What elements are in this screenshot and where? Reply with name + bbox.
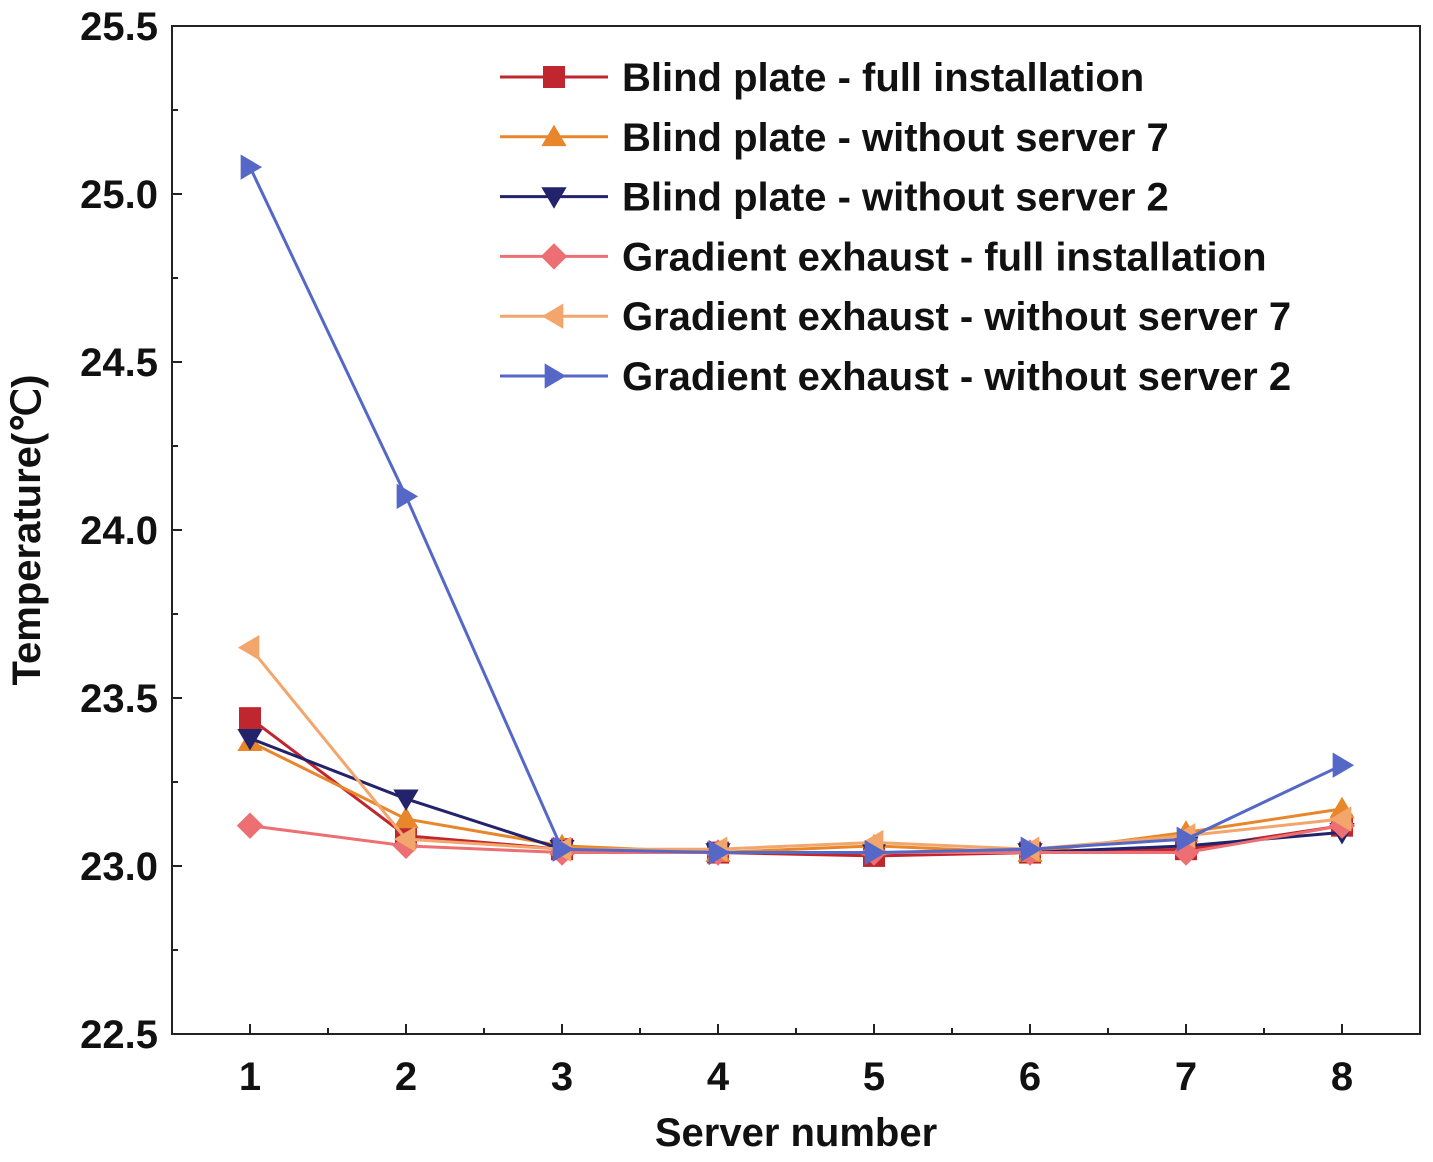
legend-marker [544,363,567,389]
series-line [248,646,1343,851]
y-tick-label: 25.0 [80,173,158,217]
legend-label: Blind plate - without server 7 [622,116,1169,160]
legend-item: Blind plate - without server 2 [500,176,1169,220]
data-point [239,707,261,730]
x-tick-label: 6 [1019,1055,1041,1099]
data-point [393,789,419,811]
x-tick-label: 8 [1331,1055,1353,1099]
x-axis-title: Server number [655,1111,937,1155]
legend-label: Gradient exhaust - without server 7 [622,295,1291,339]
legend-label: Gradient exhaust - without server 2 [622,355,1291,399]
legend-label: Blind plate - without server 2 [622,176,1169,220]
legend-marker [543,66,565,88]
y-axis-title: Temperature(℃) [5,375,49,686]
legend-marker [541,303,564,329]
y-tick-label: 25.5 [80,5,158,49]
series-line [248,166,1343,855]
y-tick-label: 23.5 [80,677,158,721]
series-layer [236,154,1356,867]
y-tick-label: 24.0 [80,509,158,553]
data-point [237,634,260,661]
y-tick-label: 23.0 [80,845,158,889]
y-tick-label: 24.5 [80,341,158,385]
legend-item: Gradient exhaust - full installation [500,235,1267,279]
data-point [240,154,263,180]
legend-marker [541,187,567,209]
data-point [864,839,887,866]
legend-label: Blind plate - full installation [622,56,1144,100]
data-point [1329,806,1352,832]
data-point [393,806,419,829]
x-tick-label: 2 [395,1055,417,1099]
y-axis: 22.5 23.0 23.5 24.0 24.5 25.0 25.5 [80,5,182,1057]
data-point [396,483,419,510]
series-line [249,740,1343,855]
data-point [1176,826,1199,852]
x-tick-label: 4 [707,1055,730,1099]
legend-item: Gradient exhaust - without server 2 [500,355,1291,399]
data-point [1332,752,1355,778]
data-point [1172,839,1200,866]
legend-label: Gradient exhaust - full installation [622,235,1267,279]
data-point [1020,836,1043,862]
legend-marker [541,124,567,147]
data-point [236,812,264,839]
x-axis: 1 2 3 4 5 6 7 8 [239,1024,1353,1099]
x-tick-label: 5 [863,1055,885,1099]
data-point [552,836,575,862]
legend-marker [540,243,568,270]
y-tick-label: 22.5 [80,1013,158,1057]
legend-item: Gradient exhaust - without server 7 [500,295,1291,339]
series-line [249,716,1343,858]
x-tick-label: 3 [551,1055,573,1099]
x-tick-label: 1 [239,1055,261,1099]
x-tick-label: 7 [1175,1055,1197,1099]
data-point [237,728,263,751]
legend-item: Blind plate - full installation [500,56,1144,100]
data-point [708,839,731,866]
data-point [393,826,416,852]
legend-item: Blind plate - without server 7 [500,116,1169,160]
legend: Blind plate - full installation Blind pla… [500,56,1291,399]
series-6 [240,154,1355,866]
